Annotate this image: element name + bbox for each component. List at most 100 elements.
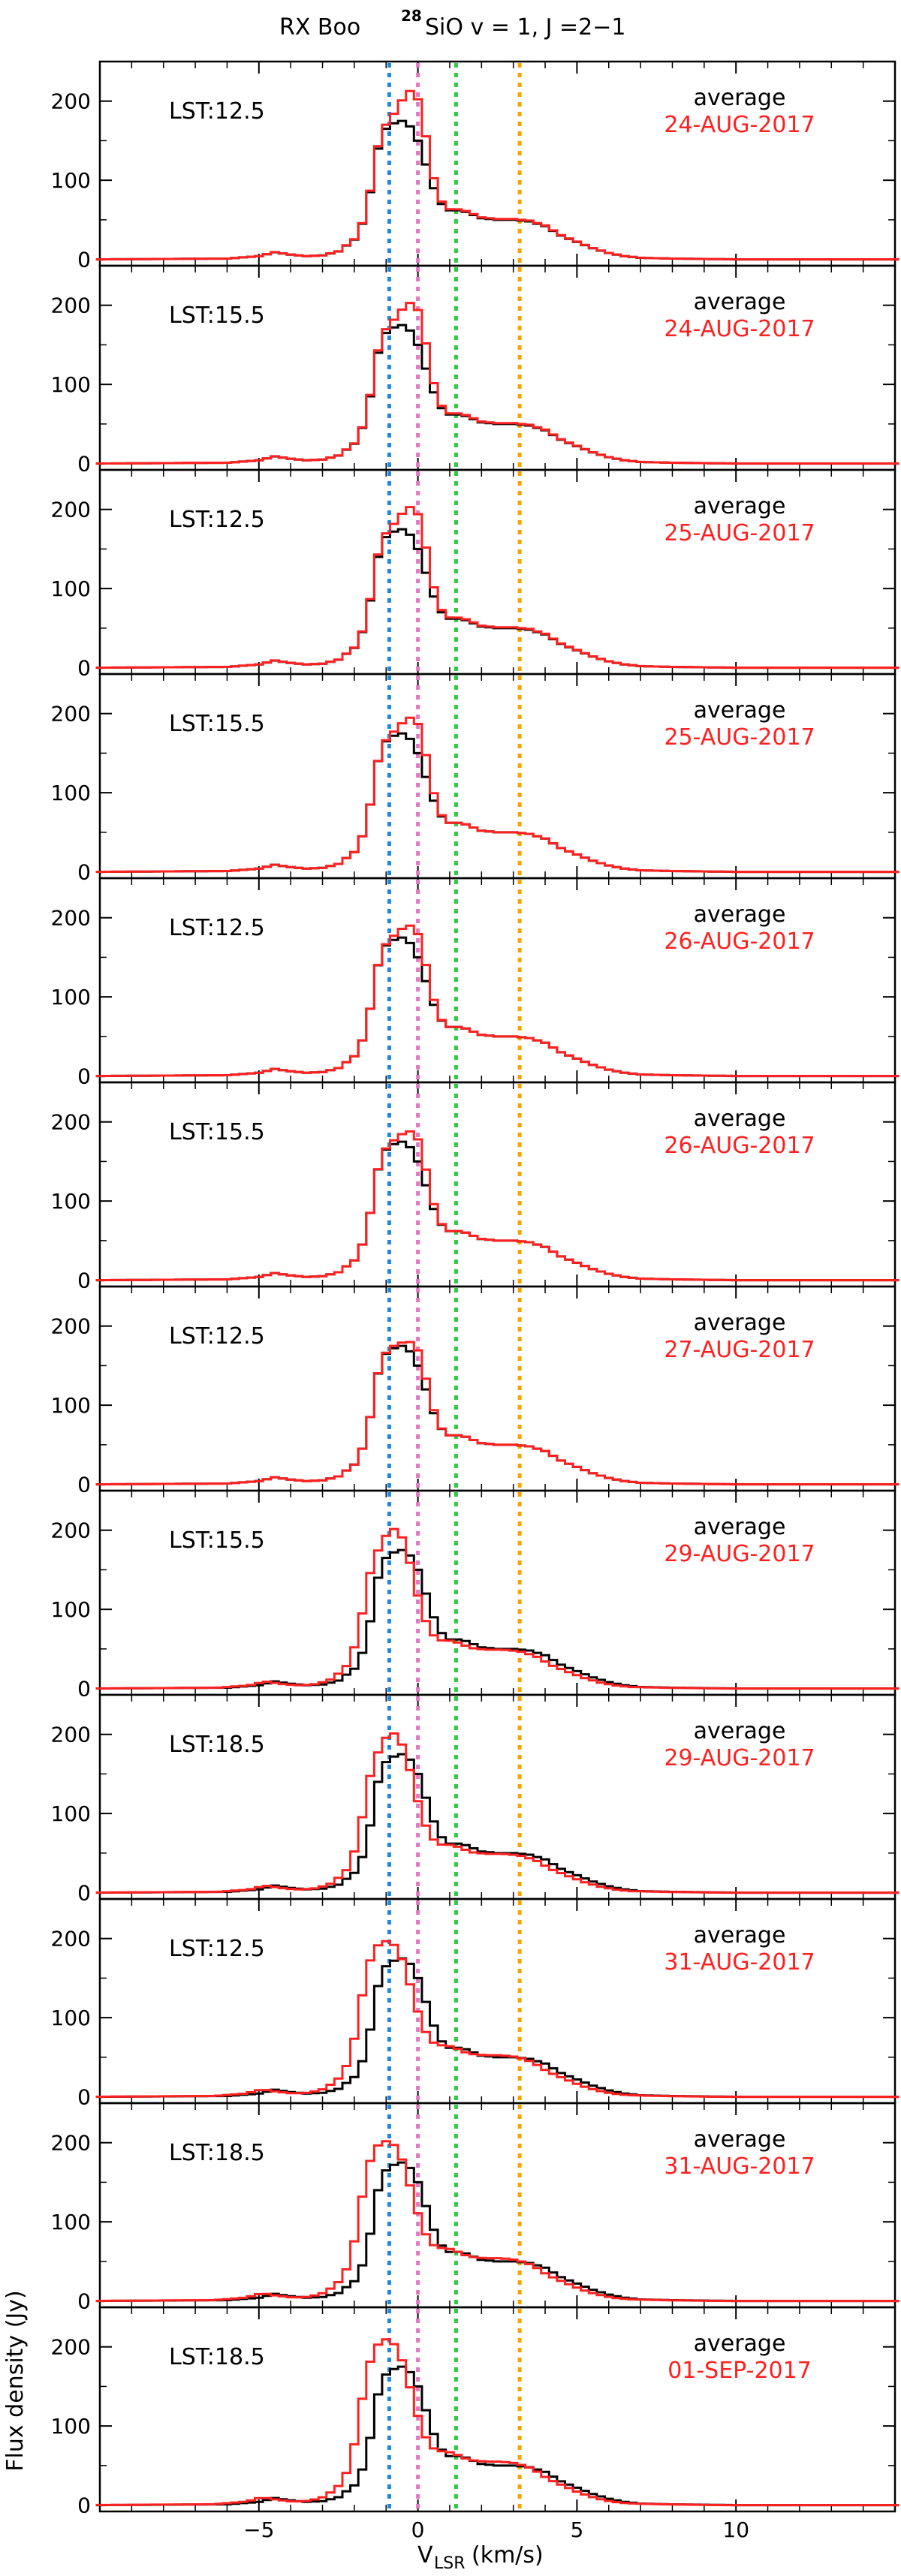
average-spectrum-line [95, 528, 899, 670]
daily-spectrum-line [95, 302, 899, 465]
date-label: 25-AUG-2017 [664, 520, 815, 546]
date-label: 27-AUG-2017 [664, 1337, 815, 1363]
date-label: 24-AUG-2017 [664, 112, 815, 138]
lst-label: LST:12.5 [169, 1323, 265, 1350]
y-tick-label: 0 [77, 1881, 91, 1906]
x-tick-label: 10 [722, 2517, 749, 2542]
average-label: average [694, 2331, 786, 2357]
average-spectrum-line [95, 1140, 899, 1282]
y-tick-label: 100 [51, 372, 91, 397]
daily-spectrum-line [95, 1341, 899, 1486]
date-label: 26-AUG-2017 [664, 928, 815, 955]
y-axis-title: Flux density (Jy) [2, 2290, 29, 2471]
y-tick-label: 100 [51, 1189, 91, 1214]
lst-label: LST:15.5 [169, 1119, 265, 1145]
title-line: SiO v = 1, J =2−1 [425, 14, 625, 41]
y-tick-label: 200 [51, 1723, 91, 1747]
daily-spectrum-line [95, 89, 899, 261]
average-label: average [694, 697, 786, 724]
y-tick-label: 100 [51, 1597, 91, 1622]
y-tick-label: 0 [77, 452, 91, 477]
average-spectrum-line [95, 732, 899, 874]
y-tick-label: 200 [51, 498, 91, 522]
date-label: 25-AUG-2017 [664, 724, 815, 751]
average-label: average [694, 289, 786, 315]
average-spectrum-line [95, 1753, 899, 1894]
y-tick-label: 200 [51, 1314, 91, 1339]
y-tick-label: 200 [51, 2131, 91, 2156]
lst-label: LST:15.5 [169, 711, 265, 737]
y-tick-label: 0 [77, 2085, 91, 2110]
y-tick-label: 200 [51, 1518, 91, 1543]
date-label: 31-AUG-2017 [664, 2153, 815, 2180]
y-tick-label: 0 [77, 1064, 91, 1089]
x-tick-label: 5 [570, 2517, 583, 2542]
lst-label: LST:12.5 [169, 98, 265, 125]
average-label: average [694, 1718, 786, 1744]
date-label: 24-AUG-2017 [664, 316, 815, 342]
lst-label: LST:12.5 [169, 1936, 265, 1962]
y-tick-label: 100 [51, 168, 91, 193]
y-tick-label: 100 [51, 576, 91, 601]
y-tick-label: 0 [77, 2493, 91, 2518]
lst-label: LST:18.5 [169, 2344, 265, 2370]
y-tick-label: 100 [51, 2210, 91, 2234]
average-spectrum-line [95, 1548, 899, 1690]
daily-spectrum-line [95, 924, 899, 1078]
y-tick-label: 0 [77, 656, 91, 681]
daily-spectrum-line [95, 2140, 899, 2303]
daily-spectrum-line [95, 1130, 899, 1282]
x-axis-title-unit: (km/s) [472, 2542, 544, 2568]
average-spectrum-line [95, 2161, 899, 2303]
figure-title: RX Boo 28 SiO v = 1, J =2−1 [279, 7, 625, 41]
y-tick-label: 200 [51, 906, 91, 931]
y-tick-label: 100 [51, 1393, 91, 1418]
date-label: 29-AUG-2017 [664, 1745, 815, 1771]
lst-label: LST:12.5 [169, 507, 265, 533]
daily-spectrum-line [95, 2338, 899, 2507]
panel-frame [98, 2306, 896, 2513]
lst-label: LST:18.5 [169, 1732, 265, 1758]
title-source: RX Boo [279, 14, 360, 41]
date-label: 29-AUG-2017 [664, 1541, 815, 1567]
y-tick-label: 0 [77, 1677, 91, 1702]
y-tick-label: 200 [51, 702, 91, 727]
title-isotope: 28 [401, 7, 422, 25]
average-spectrum-line [95, 2365, 899, 2507]
x-axis-title-main: V [417, 2542, 433, 2568]
y-tick-label: 200 [51, 2335, 91, 2360]
y-tick-label: 200 [51, 1110, 91, 1135]
average-label: average [694, 85, 786, 111]
daily-spectrum-line [95, 1732, 899, 1894]
y-tick-label: 0 [77, 248, 91, 272]
average-spectrum-line [95, 936, 899, 1078]
lst-label: LST:15.5 [169, 1527, 265, 1554]
y-tick-label: 200 [51, 293, 91, 318]
average-spectrum-line [95, 1957, 899, 2099]
average-spectrum-line [95, 119, 899, 261]
x-axis-title: V LSR (km/s) [417, 2542, 544, 2573]
daily-spectrum-line [95, 506, 899, 670]
average-label: average [694, 2126, 786, 2153]
average-spectrum-line [95, 1344, 899, 1486]
date-label: 01-SEP-2017 [667, 2358, 812, 2384]
y-tick-label: 100 [51, 985, 91, 1010]
average-label: average [694, 901, 786, 928]
x-axis-title-sub: LSR [434, 2554, 466, 2573]
y-tick-label: 100 [51, 1801, 91, 1826]
y-tick-label: 0 [77, 1268, 91, 1293]
lst-label: LST:12.5 [169, 915, 265, 941]
y-tick-label: 0 [77, 1473, 91, 1497]
lst-label: LST:15.5 [169, 302, 265, 329]
